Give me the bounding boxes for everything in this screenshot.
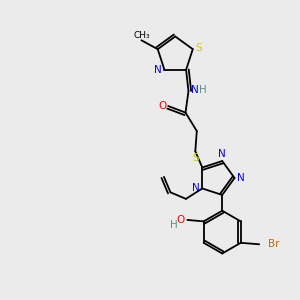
Text: O: O: [158, 101, 166, 111]
Text: N: N: [218, 149, 226, 160]
Text: CH₃: CH₃: [133, 31, 150, 40]
Text: N: N: [191, 85, 199, 95]
Text: N: N: [237, 173, 245, 183]
Text: N: N: [154, 65, 162, 75]
Text: S: S: [192, 153, 199, 163]
Text: N: N: [192, 184, 200, 194]
Text: S: S: [195, 43, 202, 53]
Text: H: H: [199, 85, 207, 95]
Text: Br: Br: [268, 239, 280, 249]
Text: O: O: [176, 215, 184, 225]
Text: H: H: [170, 220, 178, 230]
